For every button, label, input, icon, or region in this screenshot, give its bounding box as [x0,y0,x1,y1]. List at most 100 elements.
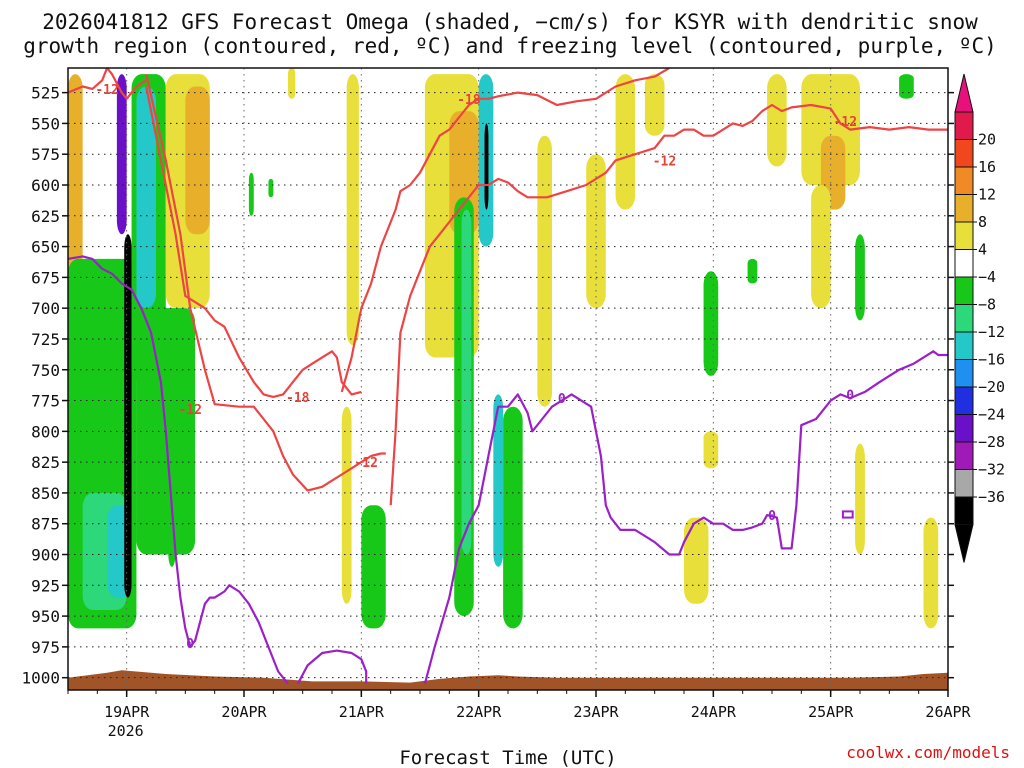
omega-region-31 [703,431,719,469]
omega-region-4 [124,234,132,598]
omega-region-29 [644,74,665,136]
colorbar-label-12: −32 [978,461,1005,479]
freezing-contour-small [841,510,854,519]
colorbar-label-11: −28 [978,433,1005,451]
terrain-area [68,670,948,690]
colorbar-swatch-4 [954,221,974,250]
freezing-contour-2 [423,350,948,685]
omega-region-16 [341,406,352,604]
ytick-label-625: 625 [31,207,60,226]
ytick-label-850: 850 [31,484,60,503]
colorbar-label-10: −24 [978,406,1005,424]
contour-label-8: 0 [558,392,566,407]
colorbar-label-8: −16 [978,351,1005,369]
xtick-label-7: 26APR [925,703,971,721]
colorbar-swatch-5 [954,249,974,278]
xtick-label-6: 25APR [808,703,854,721]
omega-region-32 [684,517,709,604]
dgz-contour-3 [340,68,670,393]
freezing-contour-1 [296,649,368,685]
pressure-axis: 525 550 575 600 625 650 675 700 725 750 775 800 825 8… [21,84,954,688]
ytick-label-525: 525 [31,84,60,103]
omega-region-39 [855,443,865,555]
contour-label-2: -12 [178,403,201,418]
ytick-label-825: 825 [31,453,60,472]
omega-region-28 [615,74,636,210]
ytick-label-575: 575 [31,145,60,164]
omega-region-25 [503,406,523,629]
omega-region-17 [361,505,386,629]
colorbar: 20 16 12 8 4 −4 −8 −12 −16 −20 −24 −28 −32 −36 [954,73,1005,563]
colorbar-swatch-0 [954,111,974,140]
colorbar-swatch-11 [954,414,974,443]
omega-region-40 [899,74,914,99]
contour-label-7: 0 [186,637,194,652]
omega-region-14 [288,68,296,99]
colorbar-swatch-14 [954,496,974,525]
contour-label-4: -12 [354,456,377,471]
terrain-fill [68,670,948,690]
contour-label-9: 0 [768,509,776,524]
omega-region-9 [185,86,210,235]
contour-labels: -12 -18 -12 -18 -12 -12 -12 0 0 0 0 [95,83,857,652]
colorbar-swatch-3 [954,194,974,223]
contour-label-1: -18 [457,93,481,108]
colorbar-top-arrow [954,73,974,113]
omega-region-37 [811,185,831,309]
colorbar-swatch-6 [954,276,974,305]
colorbar-swatch-7 [954,304,974,333]
ytick-label-925: 925 [31,576,60,595]
omega-region-41 [923,517,939,629]
dgz-contour-4 [389,103,948,506]
ytick-label-800: 800 [31,422,60,441]
omega-region-12 [248,172,254,216]
xtick-sublabel-0: 2026 [108,722,144,740]
omega-region-21 [461,209,472,555]
x-axis-label: Forecast Time (UTC) [399,747,616,768]
colorbar-bottom-arrow [954,524,974,563]
freezing-contour-0 [68,255,289,685]
colorbar-swatch-12 [954,441,974,470]
ytick-label-1000: 1000 [21,669,60,688]
ytick-label-550: 550 [31,114,60,133]
colorbar-label-1: 16 [978,158,996,176]
dgz-contour-1 [145,73,386,492]
colorbar-label-0: 20 [978,131,996,149]
ytick-label-675: 675 [31,268,60,287]
colorbar-swatch-9 [954,359,974,388]
colorbar-label-9: −20 [978,378,1005,396]
credit-text: coolwx.com/models [846,743,1010,762]
ytick-label-725: 725 [31,330,60,349]
xtick-label-0: 19APR [104,703,150,721]
contour-label-6: -12 [834,115,857,130]
contour-label-0: -12 [95,83,118,98]
colorbar-label-2: 12 [978,186,996,204]
colorbar-swatch-8 [954,331,974,360]
colorbar-label-3: 8 [978,213,987,231]
chart-title-line1: 2026041812 GFS Forecast Omega (shaded, −… [42,10,978,34]
ytick-label-750: 750 [31,361,60,380]
dgz-contour-2 [145,86,362,398]
contour-label-5: -12 [653,154,676,169]
ytick-label-775: 775 [31,392,60,411]
ytick-label-650: 650 [31,238,60,257]
chart-title-line2: growth region (contoured, red, ºC) and f… [23,34,997,58]
omega-region-7 [136,86,156,309]
ytick-label-600: 600 [31,176,60,195]
colorbar-swatch-1 [954,139,974,168]
omega-region-30 [703,271,719,376]
colorbar-label-6: −8 [978,296,996,314]
contour-label-10: 0 [846,388,854,403]
omega-region-13 [268,178,274,198]
omega-region-26 [537,135,552,407]
omega-region-15 [346,74,359,346]
ytick-label-900: 900 [31,546,60,565]
colorbar-swatch-2 [954,166,974,195]
xtick-label-5: 24APR [691,703,737,721]
ytick-label-700: 700 [31,299,60,318]
omega-shading [68,68,939,629]
ytick-label-975: 975 [31,638,60,657]
omega-region-23 [484,123,489,210]
